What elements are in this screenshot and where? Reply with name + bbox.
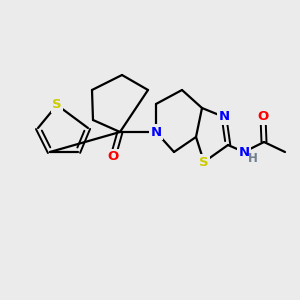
Text: S: S bbox=[52, 98, 62, 112]
Text: O: O bbox=[107, 151, 118, 164]
Text: N: N bbox=[218, 110, 230, 124]
Text: N: N bbox=[150, 125, 162, 139]
Text: H: H bbox=[248, 152, 258, 164]
Text: N: N bbox=[238, 146, 250, 158]
Text: O: O bbox=[257, 110, 268, 124]
Text: S: S bbox=[199, 155, 209, 169]
